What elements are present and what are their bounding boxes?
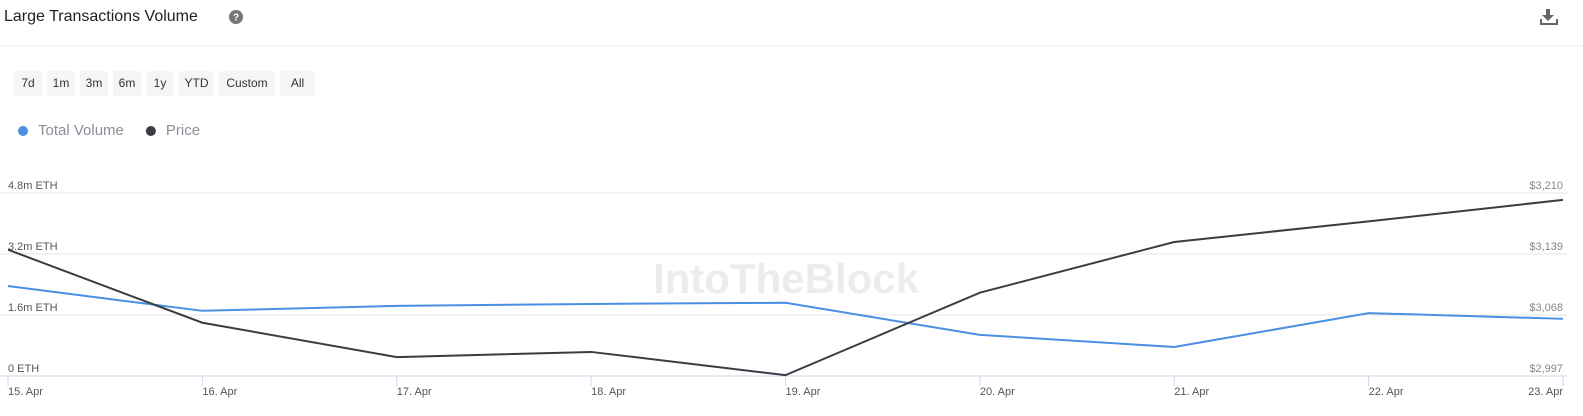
range-button[interactable]: YTD (179, 71, 214, 96)
legend-item[interactable]: Price (145, 122, 200, 139)
button-label: 3m (86, 76, 103, 90)
x-tick-label: 21. Apr (1174, 386, 1209, 398)
chart-title: Large Transactions Volume (4, 8, 198, 25)
button-bg (146, 71, 174, 96)
range-button[interactable]: 1m (47, 71, 75, 96)
x-tick-label: 15. Apr (8, 386, 43, 398)
y-tick-label: 0 ETH (8, 363, 39, 375)
button-label: 1m (53, 76, 70, 90)
y-tick-label: 4.8m ETH (8, 180, 58, 192)
button-label: 7d (21, 76, 34, 90)
range-button[interactable]: 6m (113, 71, 141, 96)
range-button[interactable]: 7d (14, 71, 42, 96)
series-line (7, 285, 1564, 349)
y-tick-label: 1.6m ETH (8, 302, 58, 314)
button-bg (47, 71, 75, 96)
button-label: All (291, 76, 304, 90)
button-label: 1y (154, 76, 167, 90)
legend-label: Total Volume (38, 122, 124, 139)
button-bg (219, 71, 275, 96)
x-tick-label: 18. Apr (591, 386, 626, 398)
y2-tick-label: $3,139 (1529, 241, 1563, 253)
legend-marker (145, 126, 156, 136)
legend-marker (18, 126, 28, 136)
button-bg (80, 71, 108, 96)
x-tick-label: 20. Apr (980, 386, 1015, 398)
button-bg (113, 71, 141, 96)
range-button[interactable]: Custom (219, 71, 275, 96)
y2-tick-label: $3,068 (1529, 302, 1563, 314)
button-label: YTD (185, 76, 209, 90)
range-button[interactable]: 1y (146, 71, 174, 96)
watermark: IntoTheBlock (653, 255, 920, 302)
button-label: 6m (119, 76, 136, 90)
y2-tick-label: $3,210 (1529, 180, 1563, 192)
help-icon[interactable]: ? (229, 10, 243, 24)
series-line (7, 198, 1564, 377)
legend-label: Price (166, 122, 200, 139)
legend-item[interactable]: Total Volume (18, 122, 124, 139)
button-bg (179, 71, 214, 96)
svg-text:?: ? (233, 13, 239, 24)
range-button[interactable]: All (280, 71, 315, 96)
x-tick-label: 22. Apr (1369, 386, 1404, 398)
x-tick-label: 17. Apr (397, 386, 432, 398)
range-button[interactable]: 3m (80, 71, 108, 96)
x-tick-label: 16. Apr (202, 386, 237, 398)
download-icon[interactable] (1540, 9, 1558, 25)
x-tick-label: 19. Apr (786, 386, 821, 398)
y-tick-label: 3.2m ETH (8, 241, 58, 253)
y2-tick-label: $2,997 (1529, 363, 1563, 375)
x-tick-label: 23. Apr (1528, 386, 1563, 398)
button-label: Custom (226, 76, 267, 90)
button-bg (14, 71, 42, 96)
button-bg (280, 71, 315, 96)
